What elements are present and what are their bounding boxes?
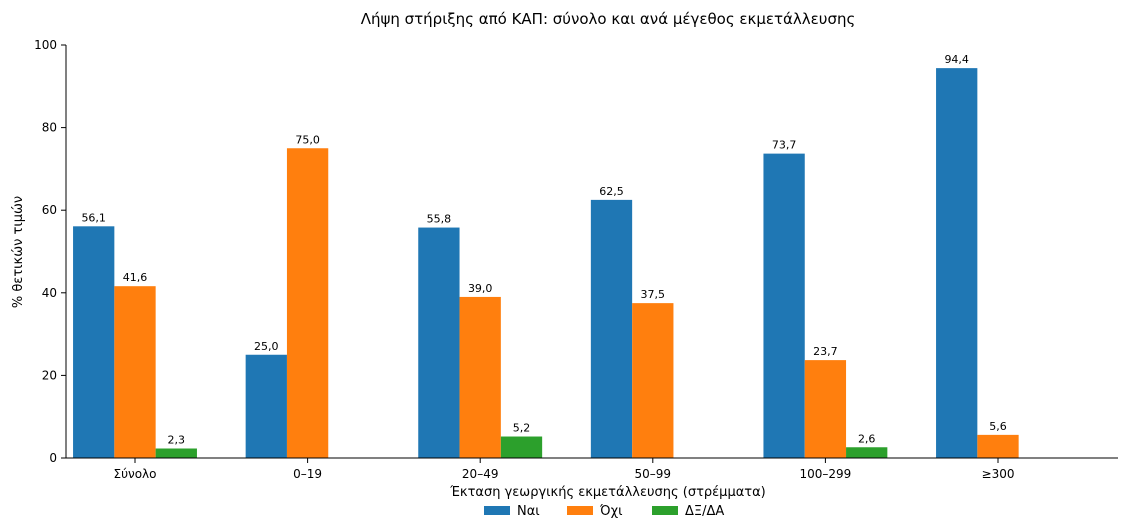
legend-swatch-2 (652, 506, 678, 515)
data-label-1-2: 39,0 (468, 282, 493, 295)
legend-swatch-0 (484, 506, 510, 515)
bar-1-0 (114, 286, 156, 458)
y-tick-label-3: 60 (42, 203, 57, 217)
y-tick-label-1: 20 (42, 368, 57, 382)
data-label-2-4: 2,6 (858, 432, 876, 445)
bar-0-1 (245, 354, 287, 458)
y-tick-label-2: 40 (42, 286, 57, 300)
legend-label-1: Όχι (599, 504, 622, 519)
data-label-2-2: 5,2 (513, 422, 531, 435)
data-label-1-1: 75,0 (295, 133, 320, 146)
bar-2-0 (155, 448, 197, 458)
chart-title: Λήψη στήριξης από ΚΑΠ: σύνολο και ανά μέ… (361, 10, 856, 28)
legend: Ναι Όχι ΔΞ/ΔΑ (484, 504, 724, 519)
data-label-1-4: 23,7 (813, 345, 838, 358)
bar-2-2 (500, 436, 543, 458)
data-label-1-5: 5,6 (989, 420, 1007, 433)
data-label-0-5: 94,4 (944, 53, 969, 66)
bar-1-2 (459, 296, 501, 458)
bar-0-4 (763, 153, 805, 458)
y-tick-label-0: 0 (49, 451, 57, 465)
data-label-0-0: 56,1 (81, 211, 106, 224)
data-label-0-3: 62,5 (599, 185, 624, 198)
data-label-1-3: 37,5 (641, 288, 666, 301)
y-tick-label-4: 80 (42, 121, 57, 135)
legend-label-0: Ναι (517, 504, 540, 519)
legend-label-2: ΔΞ/ΔΑ (685, 504, 724, 519)
x-axis-title: Έκταση γεωργικής εκμετάλλευσης (στρέμματ… (449, 485, 766, 500)
data-label-0-2: 55,8 (427, 213, 452, 226)
legend-swatch-1 (567, 506, 593, 515)
bar-1-4 (804, 360, 847, 458)
y-axis-title: % θετικών τιμών (11, 196, 26, 308)
plot-area: 56,1 25,0 55,8 62,5 73,7 94,4 41,6 75,0 39,0 37,5… (34, 38, 1118, 481)
bar-0-0 (73, 226, 115, 458)
bar-0-5 (936, 68, 978, 458)
bar-1-3 (632, 303, 674, 459)
data-label-1-0: 41,6 (123, 271, 148, 284)
bar-1-1 (286, 148, 329, 458)
y-tick-label-5: 100 (34, 38, 57, 52)
x-tick-label-5: ≥300 (982, 467, 1015, 481)
x-tick-label-4: 100–299 (799, 467, 851, 481)
data-label-2-0: 2,3 (168, 434, 186, 447)
data-label-0-4: 73,7 (772, 139, 797, 152)
x-tick-label-3: 50–99 (635, 467, 672, 481)
bar-2-4 (846, 447, 888, 458)
x-tick-label-1: 0–19 (293, 467, 322, 481)
bar-0-2 (418, 227, 460, 458)
x-tick-label-2: 20–49 (462, 467, 499, 481)
bar-1-5 (977, 434, 1019, 458)
bar-0-3 (590, 199, 633, 459)
data-label-0-1: 25,0 (254, 340, 279, 353)
x-tick-label-0: Σύνολο (113, 467, 156, 481)
